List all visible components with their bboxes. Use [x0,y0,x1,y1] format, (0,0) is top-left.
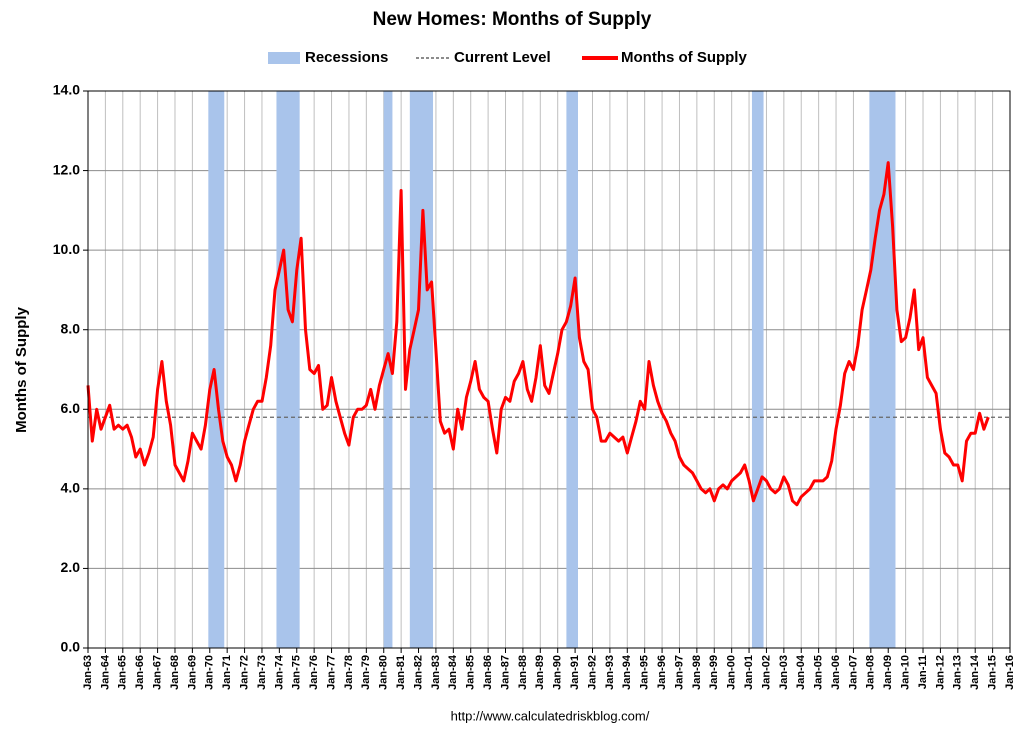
y-tick-label: 6.0 [61,400,81,416]
x-tick-label: Jan-84 [447,654,459,690]
source: http://www.calculatedriskblog.com/ [451,708,650,723]
x-tick-label: Jan-70 [204,655,216,690]
x-tick-label: Jan-79 [360,655,372,690]
legend-label: Current Level [454,49,551,66]
legend-label: Recessions [305,49,388,66]
x-tick-label: Jan-78 [343,655,355,690]
recession-band [276,91,300,648]
x-tick-label: Jan-88 [517,655,529,690]
recession-band [869,91,896,648]
x-tick-label: Jan-08 [865,655,877,690]
y-tick-label: 12.0 [53,161,80,177]
x-tick-label: Jan-96 [656,655,668,690]
recession-band [566,91,578,648]
recession-band [751,91,764,648]
x-tick-label: Jan-82 [412,655,424,690]
x-tick-label: Jan-14 [969,654,981,690]
y-tick-label: 0.0 [61,639,81,655]
x-tick-label: Jan-92 [586,655,598,690]
x-tick-label: Jan-80 [378,655,390,690]
x-tick-label: Jan-73 [256,655,268,690]
x-tick-label: Jan-98 [691,655,703,690]
plot-border [87,90,1011,649]
recession-band [383,91,393,648]
x-tick-label: Jan-03 [778,655,790,690]
x-tick-label: Jan-85 [465,655,477,690]
recession-band [409,91,434,648]
x-tick-label: Jan-05 [813,655,825,690]
x-tick-label: Jan-81 [395,655,407,690]
x-tick-label: Jan-68 [169,655,181,690]
x-tick-label: Jan-01 [743,655,755,690]
x-tick-label: Jan-07 [847,655,859,690]
x-tick-label: Jan-91 [569,655,581,690]
x-tick-label: Jan-94 [621,654,633,690]
y-tick-label: 8.0 [61,320,81,336]
x-tick-label: Jan-71 [221,655,233,690]
x-tick-label: Jan-89 [534,655,546,690]
legend: Recessions Current Level Months of Suppl… [268,49,747,66]
x-tick-label: Jan-99 [708,655,720,690]
x-tick-label: Jan-93 [604,655,616,690]
y-tick-label: 10.0 [53,241,80,257]
x-tick-label: Jan-10 [900,655,912,690]
x-tick-label: Jan-76 [308,655,320,690]
y-tick-label: 4.0 [61,480,81,496]
x-tick-label: Jan-11 [917,655,929,689]
recession-band [208,91,225,648]
x-tick-label: Jan-97 [673,655,685,690]
x-tick-label: Jan-15 [987,655,999,690]
x-tick-label: Jan-95 [639,655,651,690]
x-tick-label: Jan-90 [552,655,564,690]
y-tick-label: 2.0 [61,559,81,575]
series-line [86,161,990,507]
x-tick-label: Jan-63 [82,655,94,690]
x-tick-label: Jan-77 [325,655,337,690]
x-tick-label: Jan-02 [760,655,772,690]
x-tick-label: Jan-12 [934,655,946,690]
y-tick-label: 14.0 [53,82,80,98]
x-tick-label: Jan-75 [291,655,303,690]
x-tick-label: Jan-65 [117,655,129,690]
chart-title: New Homes: Months of Supply [373,9,652,30]
x-tick-label: Jan-04 [795,654,807,690]
legend-label: Months of Supply [621,49,747,66]
legend-swatch [268,52,300,64]
x-tick-label: Jan-13 [952,655,964,690]
x-tick-label: Jan-83 [430,655,442,690]
x-tick-label: Jan-74 [273,654,285,690]
x-tick-label: Jan-67 [151,655,163,690]
x-tick-label: Jan-06 [830,655,842,690]
x-tick-label: Jan-72 [238,655,250,690]
x-tick-label: Jan-86 [482,655,494,690]
x-tick-label: Jan-69 [186,655,198,690]
x-tick-label: Jan-66 [134,655,146,690]
x-tick-label: Jan-64 [99,654,111,690]
plot-area [88,91,1010,648]
y-axis-label: Months of Supply [13,306,30,432]
x-tick-label: Jan-87 [499,655,511,690]
x-tick-label: Jan-16 [1004,655,1016,690]
x-tick-label: Jan-09 [882,655,894,690]
x-tick-label: Jan-00 [726,655,738,690]
